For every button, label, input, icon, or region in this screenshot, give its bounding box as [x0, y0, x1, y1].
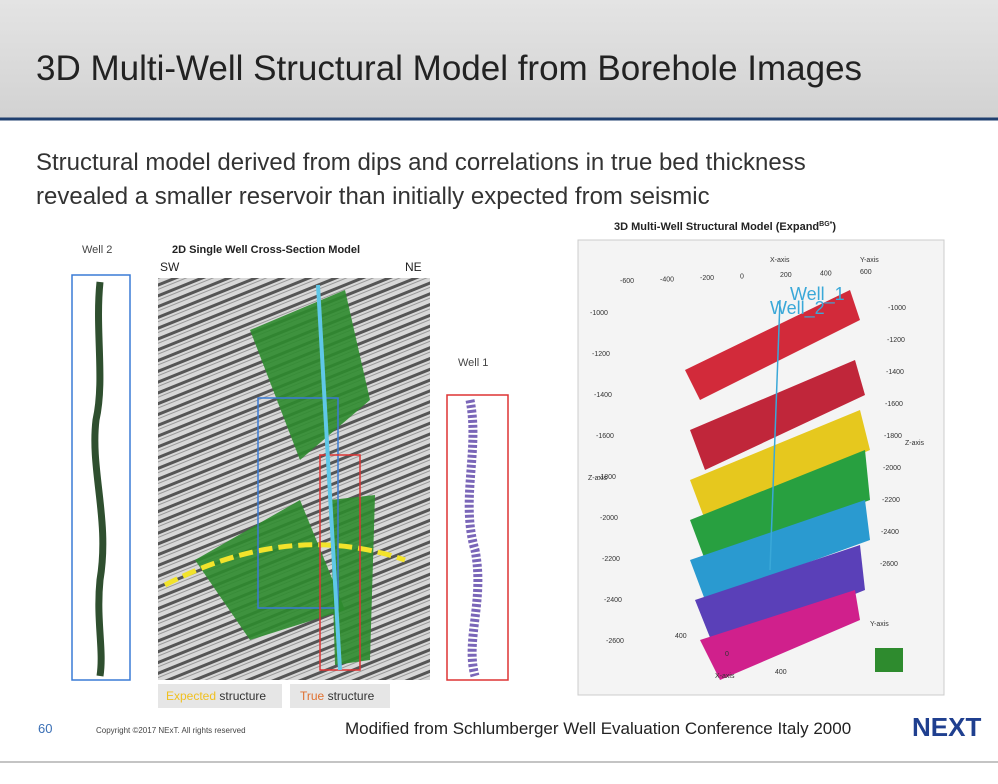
logo: NEXT — [912, 712, 981, 742]
slide: 3D Multi-Well Structural Model from Bore… — [0, 0, 998, 779]
z-tick: -1000 — [590, 310, 608, 317]
z-tick: -1200 — [887, 337, 905, 344]
y-tick: 0 — [725, 651, 729, 658]
y-tick: 400 — [775, 669, 787, 676]
z-tick: -2000 — [600, 515, 618, 522]
axis-label: X-axis — [715, 673, 735, 680]
x-tick: -600 — [620, 278, 634, 285]
section-right: NE — [405, 260, 422, 274]
page-number: 60 — [38, 721, 52, 736]
x-tick: 400 — [820, 271, 832, 278]
well-tag: Well_2 — [770, 298, 825, 319]
well-label: Well 2 — [82, 244, 112, 256]
z-tick: -1000 — [888, 305, 906, 312]
z-tick: -1400 — [886, 369, 904, 376]
z-tick: -2200 — [602, 556, 620, 563]
z-tick: -2000 — [883, 465, 901, 472]
copyright: Copyright ©2017 NExT. All rights reserve… — [96, 726, 246, 735]
z-tick: -1600 — [596, 433, 614, 440]
body-line: revealed a smaller reservoir than initia… — [36, 183, 710, 210]
well-1-box — [447, 395, 508, 680]
z-tick: -2600 — [606, 638, 624, 645]
z-tick: -2400 — [881, 529, 899, 536]
model-icon — [875, 648, 903, 672]
x-tick: 200 — [780, 272, 792, 279]
z-tick: -2200 — [882, 497, 900, 504]
axis-label: Y-axis — [870, 621, 889, 628]
axis-label: Y-axis — [860, 257, 879, 264]
title: 3D Multi-Well Structural Model from Bore… — [36, 49, 862, 88]
z-tick: -1600 — [885, 401, 903, 408]
axis-label: Z-axis — [588, 475, 608, 482]
model-title: 3D Multi-Well Structural Model (ExpandBG… — [614, 221, 836, 233]
axis-label: Z-axis — [905, 440, 925, 447]
source: Modified from Schlumberger Well Evaluati… — [345, 719, 851, 738]
z-tick: -2600 — [880, 561, 898, 568]
legend-entry: Expected structure — [166, 689, 266, 703]
z-tick: -2400 — [604, 597, 622, 604]
x-tick: 600 — [860, 269, 872, 276]
z-tick: -1200 — [592, 351, 610, 358]
y-tick: 400 — [675, 633, 687, 640]
well-label: Well 1 — [458, 357, 488, 369]
legend-entry: True structure — [300, 689, 375, 703]
page: 3D Multi-Well Structural Model from Bore… — [0, 0, 998, 779]
z-tick: -1800 — [884, 433, 902, 440]
axis-label: X-axis — [770, 257, 790, 264]
section-title: 2D Single Well Cross-Section Model — [172, 244, 360, 256]
x-tick: 0 — [740, 274, 744, 281]
body-line: Structural model derived from dips and c… — [36, 149, 806, 176]
section-left: SW — [160, 260, 180, 274]
z-tick: -1400 — [594, 392, 612, 399]
x-tick: -400 — [660, 277, 674, 284]
x-tick: -200 — [700, 275, 714, 282]
